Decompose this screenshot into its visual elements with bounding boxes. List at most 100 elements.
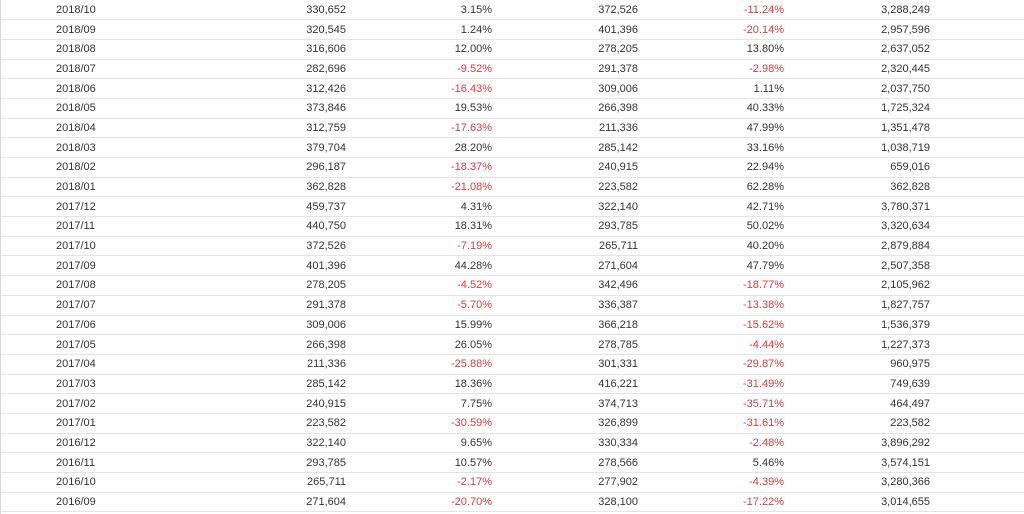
cumulative-cell: 1,725,324 bbox=[784, 98, 930, 119]
cumulative-cell: 2,637,052 bbox=[784, 39, 930, 60]
change-b-cell: -29.87% bbox=[638, 354, 784, 375]
value-b-cell: 366,218 bbox=[492, 315, 638, 336]
change-c-cell: 12.35% bbox=[930, 452, 1024, 473]
change-c-cell: 40.57% bbox=[930, 98, 1024, 119]
value-b-cell: 240,915 bbox=[492, 157, 638, 178]
value-a-cell: 285,142 bbox=[176, 374, 346, 395]
value-a-cell: 266,398 bbox=[176, 334, 346, 355]
change-b-cell: 1.11% bbox=[638, 78, 784, 99]
table-row: 2017/01 223,582 -30.59% 326,899 -31.61% 223,5… bbox=[1, 413, 1024, 434]
value-b-cell: 211,336 bbox=[492, 118, 638, 139]
month-cell: 2017/02 bbox=[1, 393, 176, 414]
table-row: 2018/06 312,426 -16.43% 309,006 1.11% 2,037,7… bbox=[1, 78, 1024, 99]
cumulative-cell: 2,105,962 bbox=[784, 275, 930, 296]
change-c-cell: -33.80% bbox=[930, 393, 1024, 414]
change-b-cell: -11.24% bbox=[638, 0, 784, 21]
value-b-cell: 278,785 bbox=[492, 334, 638, 355]
change-c-cell: 13.01% bbox=[930, 472, 1024, 493]
change-b-cell: -18.77% bbox=[638, 275, 784, 296]
change-c-cell: -12.21% bbox=[930, 236, 1024, 257]
value-b-cell: 223,582 bbox=[492, 177, 638, 198]
change-c-cell: 14.85% bbox=[930, 492, 1024, 513]
table-row: 2018/04 312,759 -17.63% 211,336 47.99% 1,351,… bbox=[1, 118, 1024, 139]
change-b-cell: -4.39% bbox=[638, 472, 784, 493]
change-c-cell: -16.83% bbox=[930, 255, 1024, 277]
value-a-cell: 459,737 bbox=[176, 196, 346, 218]
table-row: 2018/09 320,545 1.24% 401,396 -20.14% 2,957,5… bbox=[1, 19, 1024, 40]
value-a-cell: 316,606 bbox=[176, 39, 346, 60]
change-a-cell: -7.19% bbox=[346, 236, 492, 257]
change-a-cell: 19.53% bbox=[346, 98, 492, 119]
change-b-cell: 5.46% bbox=[638, 452, 784, 473]
month-cell: 2016/11 bbox=[1, 452, 176, 473]
value-a-cell: 401,396 bbox=[176, 255, 346, 277]
change-c-cell: -27.71% bbox=[930, 334, 1024, 355]
change-c-cell: 62.28% bbox=[930, 177, 1024, 198]
cumulative-cell: 3,320,634 bbox=[784, 216, 930, 237]
cumulative-cell: 1,227,373 bbox=[784, 334, 930, 355]
month-cell: 2018/09 bbox=[1, 19, 176, 40]
change-a-cell: -20.70% bbox=[346, 492, 492, 513]
value-a-cell: 312,759 bbox=[176, 118, 346, 139]
change-c-cell: 26.96% bbox=[930, 59, 1024, 80]
cumulative-cell: 3,896,292 bbox=[784, 433, 930, 454]
change-b-cell: 40.33% bbox=[638, 98, 784, 119]
month-cell: 2017/11 bbox=[1, 216, 176, 237]
cumulative-cell: 2,320,445 bbox=[784, 59, 930, 80]
change-a-cell: -4.52% bbox=[346, 275, 492, 296]
cumulative-cell: 362,828 bbox=[784, 177, 930, 198]
cumulative-cell: 2,507,358 bbox=[784, 255, 930, 277]
cumulative-cell: 2,879,884 bbox=[784, 236, 930, 257]
change-a-cell: 7.75% bbox=[346, 393, 492, 414]
change-a-cell: -16.43% bbox=[346, 78, 492, 99]
value-b-cell: 330,334 bbox=[492, 433, 638, 454]
cumulative-cell: 1,351,478 bbox=[784, 118, 930, 139]
change-c-cell: 32.63% bbox=[930, 78, 1024, 99]
change-c-cell: -23.86% bbox=[930, 295, 1024, 316]
value-a-cell: 240,915 bbox=[176, 393, 346, 414]
change-a-cell: 12.00% bbox=[346, 39, 492, 60]
table-row: 2018/10 330,652 3.15% 372,526 -11.24% 3,288,2… bbox=[1, 0, 1024, 21]
value-b-cell: 278,566 bbox=[492, 452, 638, 473]
change-a-cell: 4.31% bbox=[346, 196, 492, 218]
change-b-cell: 50.02% bbox=[638, 216, 784, 237]
value-b-cell: 291,378 bbox=[492, 59, 638, 80]
month-cell: 2016/09 bbox=[1, 492, 176, 513]
change-b-cell: 13.80% bbox=[638, 39, 784, 60]
month-cell: 2018/07 bbox=[1, 59, 176, 80]
value-b-cell: 266,398 bbox=[492, 98, 638, 119]
change-b-cell: 47.79% bbox=[638, 255, 784, 277]
change-b-cell: -2.48% bbox=[638, 433, 784, 454]
change-a-cell: -30.59% bbox=[346, 413, 492, 434]
cumulative-cell: 960,975 bbox=[784, 354, 930, 375]
cumulative-cell: 1,536,379 bbox=[784, 315, 930, 336]
change-c-cell: -32.29% bbox=[930, 354, 1024, 375]
change-c-cell: 25.22% bbox=[930, 39, 1024, 60]
cumulative-cell: 749,639 bbox=[784, 374, 930, 395]
change-b-cell: -35.71% bbox=[638, 393, 784, 414]
change-a-cell: -25.88% bbox=[346, 354, 492, 375]
value-b-cell: 342,496 bbox=[492, 275, 638, 296]
value-b-cell: 293,785 bbox=[492, 216, 638, 237]
value-a-cell: 322,140 bbox=[176, 433, 346, 454]
change-b-cell: -15.62% bbox=[638, 315, 784, 336]
value-a-cell: 320,545 bbox=[176, 19, 346, 40]
table-row: 2017/10 372,526 -7.19% 265,711 40.20% 2,879,8… bbox=[1, 236, 1024, 257]
cumulative-cell: 2,037,750 bbox=[784, 78, 930, 99]
change-b-cell: 33.16% bbox=[638, 137, 784, 158]
month-cell: 2017/06 bbox=[1, 315, 176, 336]
month-cell: 2016/12 bbox=[1, 433, 176, 454]
change-a-cell: 44.28% bbox=[346, 255, 492, 277]
value-b-cell: 322,140 bbox=[492, 196, 638, 218]
month-cell: 2017/12 bbox=[1, 196, 176, 218]
cumulative-cell: 3,288,249 bbox=[784, 0, 930, 21]
month-cell: 2017/07 bbox=[1, 295, 176, 316]
change-c-cell: 10.95% bbox=[930, 433, 1024, 454]
value-a-cell: 330,652 bbox=[176, 0, 346, 21]
value-b-cell: 285,142 bbox=[492, 137, 638, 158]
value-b-cell: 309,006 bbox=[492, 78, 638, 99]
change-c-cell: 40.64% bbox=[930, 118, 1024, 139]
change-a-cell: -18.37% bbox=[346, 157, 492, 178]
change-a-cell: 18.31% bbox=[346, 216, 492, 237]
